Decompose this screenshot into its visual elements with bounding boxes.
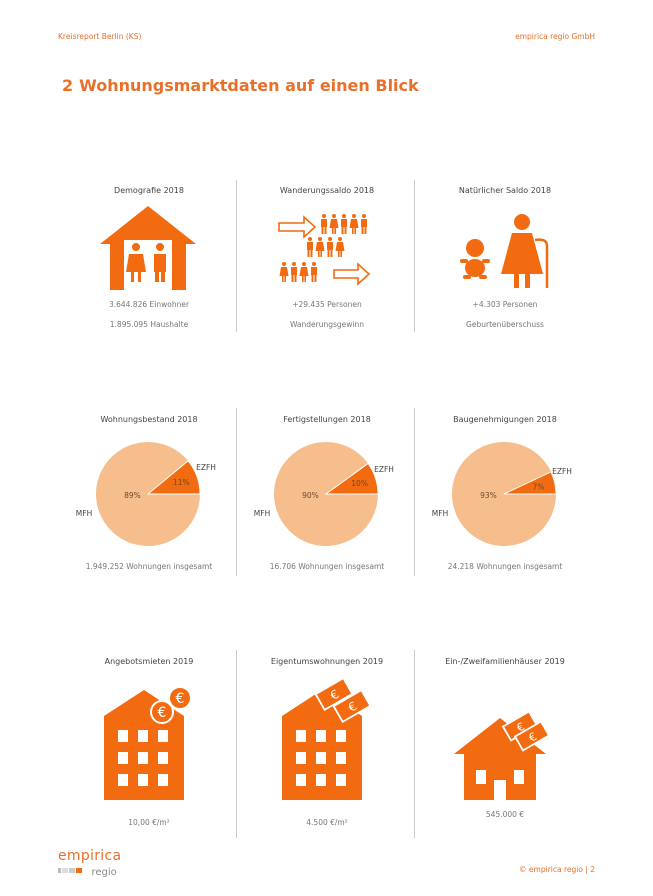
migration-people-icon	[278, 214, 371, 286]
pie-slice-ezfh	[324, 462, 379, 495]
logo-square-icon	[69, 868, 75, 874]
header-left: Kreisreport Berlin (KS)	[58, 32, 142, 41]
chart-title-0: Wohnungsbestand 2018	[62, 415, 236, 424]
panel-title: Angebotsmieten 2019	[104, 657, 194, 666]
panel-wanderung-text: +29.435 Personen Wanderungsgewinn	[240, 300, 414, 329]
pie-chart-wohnungsbestand: 11% 89% EZFH MFH	[76, 441, 216, 546]
pie-label-ezfh-pct: 11%	[173, 478, 190, 487]
pie-category-ezfh: EZFH	[196, 463, 216, 472]
panel-efh-text: 545.000 €	[418, 810, 592, 819]
chart-title-1: Fertigstellungen 2018	[240, 415, 414, 424]
wanderung-label: Wanderungsgewinn	[289, 320, 365, 329]
panel-demografie-text: 3.644.826 Einwohner 1.895.095 Haushalte	[62, 300, 236, 329]
pie-category-ezfh: EZFH	[552, 467, 572, 476]
pie-category-mfh: MFH	[254, 509, 270, 518]
chart-caption-0: 1.949.252 Wohnungen insgesamt	[62, 562, 236, 571]
pie-chart-fertigstellungen: 10% 90% EZFH MFH	[254, 442, 394, 546]
divider	[414, 650, 415, 838]
divider	[236, 180, 237, 332]
section-title: 2 Wohnungsmarktdaten auf einen Blick	[62, 76, 425, 95]
efh-value: 545.000 €	[485, 810, 525, 819]
panel-title: Demografie 2018	[114, 186, 184, 195]
page-footer-right: © empirica regio | 2	[519, 865, 595, 874]
pie-label-mfh-pct: 90%	[302, 491, 319, 500]
header-right: empirica regio GmbH	[515, 32, 595, 41]
divider	[236, 408, 237, 576]
panel-eigentum: Eigentumswohnungen 2019	[240, 657, 414, 666]
panel-natuerlich-text: +4.303 Personen Geburtenüberschuss	[418, 300, 592, 329]
logo-bottom-text: regio	[91, 867, 117, 878]
pie-label-ezfh-pct: 10%	[351, 479, 368, 488]
haushalte-value: 1.895.095 Haushalte	[109, 320, 189, 329]
section-title-text: Wohnungsmarktdaten auf einen Blick	[79, 76, 419, 95]
baby-elderly-icon	[460, 214, 549, 288]
apartment-money-icon: € €	[282, 676, 372, 800]
chart-title-2: Baugenehmigungen 2018	[418, 415, 592, 424]
wanderung-value: +29.435 Personen	[292, 300, 362, 309]
chart-caption: 1.949.252 Wohnungen insgesamt	[85, 562, 213, 571]
empirica-logo: empirica regio	[58, 848, 121, 880]
chart-title: Baugenehmigungen 2018	[453, 415, 557, 424]
divider	[414, 180, 415, 332]
house-family-icon	[100, 206, 196, 290]
svg-text:€: €	[176, 691, 185, 707]
mieten-value: 10,00 €/m²	[128, 818, 170, 827]
apartment-euro-icon: € €	[104, 686, 192, 800]
pie-category-ezfh: EZFH	[374, 465, 394, 474]
pie-label-mfh-pct: 93%	[480, 491, 497, 500]
house-money-icon: € €	[454, 710, 551, 800]
svg-text:€: €	[158, 705, 167, 721]
logo-square-icon	[76, 868, 82, 874]
pie-chart-baugenehmigungen: 7% 93% EZFH MFH	[432, 442, 572, 546]
panel-title: Ein-/Zweifamilienhäuser 2019	[445, 657, 565, 666]
panel-mieten: Angebotsmieten 2019	[62, 657, 236, 666]
chart-title: Fertigstellungen 2018	[283, 415, 371, 424]
panel-eigentum-text: 4.500 €/m²	[240, 818, 414, 827]
panel-demografie: Demografie 2018	[62, 186, 236, 195]
chart-caption: 24.218 Wohnungen insgesamt	[447, 562, 563, 571]
chart-caption-2: 24.218 Wohnungen insgesamt	[418, 562, 592, 571]
logo-square-icon	[62, 868, 68, 874]
panel-title: Eigentumswohnungen 2019	[270, 657, 384, 666]
natuerlich-label: Geburtenüberschuss	[466, 320, 544, 329]
pie-category-mfh: MFH	[432, 509, 448, 518]
divider	[236, 650, 237, 838]
logo-top-text: empirica	[58, 848, 122, 864]
pie-slice-ezfh	[503, 471, 557, 495]
panel-mieten-text: 10,00 €/m²	[62, 818, 236, 827]
chart-title: Wohnungsbestand 2018	[100, 415, 198, 424]
chart-caption-1: 16.706 Wohnungen insgesamt	[240, 562, 414, 571]
panel-title: Wanderungssaldo 2018	[279, 186, 375, 195]
pie-category-mfh: MFH	[76, 509, 92, 518]
chart-caption: 16.706 Wohnungen insgesamt	[269, 562, 385, 571]
einwohner-value: 3.644.826 Einwohner	[108, 300, 190, 309]
panel-title: Natürlicher Saldo 2018	[458, 186, 552, 195]
pie-slice-ezfh	[146, 460, 201, 495]
eigentum-value: 4.500 €/m²	[306, 818, 348, 827]
natuerlich-value: +4.303 Personen	[472, 300, 538, 309]
logo-square-icon	[58, 868, 61, 874]
divider	[414, 408, 415, 576]
panel-natuerlich: Natürlicher Saldo 2018	[418, 186, 592, 195]
panel-wanderung: Wanderungssaldo 2018	[240, 186, 414, 195]
section-number: 2	[62, 76, 74, 95]
pie-label-ezfh-pct: 7%	[533, 482, 545, 491]
panel-efh: Ein-/Zweifamilienhäuser 2019	[418, 657, 592, 666]
pie-label-mfh-pct: 89%	[124, 491, 141, 500]
